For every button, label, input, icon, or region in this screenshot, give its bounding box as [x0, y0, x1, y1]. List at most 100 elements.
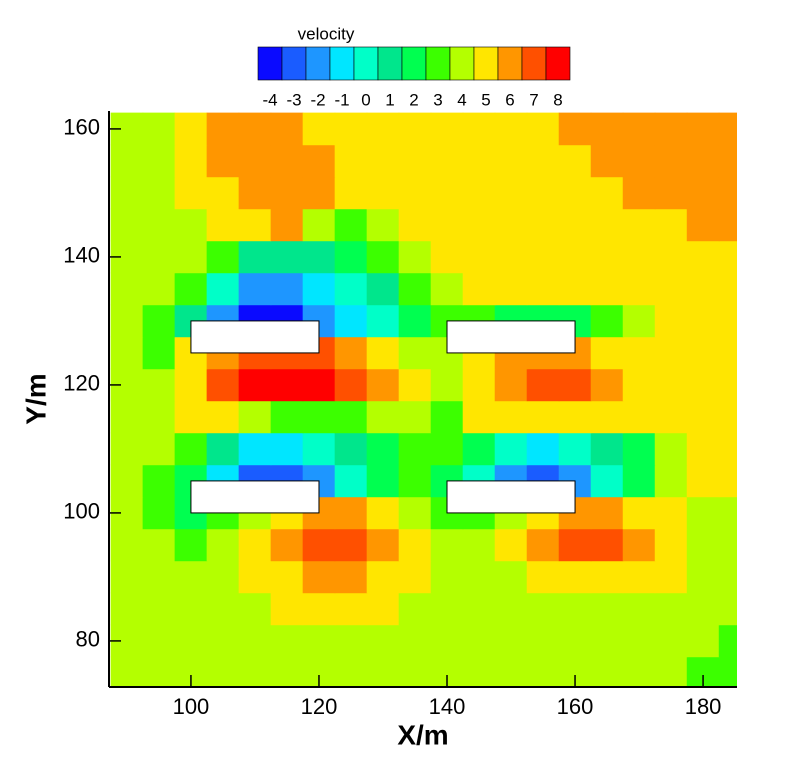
contour-cell — [142, 592, 176, 626]
colorbar-swatch — [425, 46, 451, 81]
contour-cell — [590, 592, 624, 626]
contour-cell — [494, 560, 528, 594]
contour-cell — [590, 400, 624, 434]
contour-cell — [398, 368, 432, 402]
obstacle — [446, 320, 576, 354]
colorbar-swatch — [353, 46, 379, 81]
x-tick-label: 140 — [429, 694, 466, 719]
contour-cell — [686, 400, 720, 434]
contour-cell — [366, 368, 400, 402]
contour-cell — [558, 272, 592, 306]
contour-cell — [270, 368, 304, 402]
x-axis-title: X/m — [397, 719, 448, 750]
contour-cell — [430, 208, 464, 242]
contour-cell — [718, 144, 737, 178]
contour-cell — [334, 112, 368, 146]
contour-cell — [526, 144, 560, 178]
contour-cell — [302, 400, 336, 434]
contour-cell — [110, 560, 144, 594]
contour-cell — [494, 368, 528, 402]
contour-cell — [686, 368, 720, 402]
contour-cell — [206, 592, 240, 626]
contour-cell — [238, 368, 272, 402]
contour-cell — [558, 624, 592, 658]
colorbar-swatch — [449, 46, 475, 81]
contour-cell — [718, 368, 737, 402]
contour-cell — [462, 272, 496, 306]
contour-cell — [558, 560, 592, 594]
contour-cell — [174, 368, 208, 402]
colorbar-swatch — [329, 46, 355, 81]
obstacle — [190, 480, 320, 514]
contour-cell — [558, 240, 592, 274]
contour-cell — [270, 624, 304, 658]
contour-cell — [366, 464, 400, 498]
contour-cell — [430, 560, 464, 594]
contour-cell — [142, 272, 176, 306]
colorbar-label: -1 — [334, 90, 349, 109]
contour-cell — [334, 592, 368, 626]
contour-cell — [526, 592, 560, 626]
contour-cell — [302, 208, 336, 242]
contour-cell — [398, 528, 432, 562]
contour-cell — [366, 272, 400, 306]
contour-cell — [366, 240, 400, 274]
contour-cell — [462, 368, 496, 402]
contour-cell — [462, 528, 496, 562]
contour-cell — [494, 656, 528, 687]
contour-cell — [558, 432, 592, 466]
contour-cell — [302, 432, 336, 466]
contour-cell — [110, 208, 144, 242]
contour-cell — [334, 368, 368, 402]
contour-cell — [526, 112, 560, 146]
contour-cell — [622, 304, 656, 338]
contour-cell — [238, 528, 272, 562]
contour-cell — [686, 464, 720, 498]
colorbar-swatch — [377, 46, 403, 81]
contour-cell — [590, 208, 624, 242]
colorbar-label: 0 — [361, 90, 370, 109]
contour-cell — [142, 624, 176, 658]
obstacle — [190, 320, 320, 354]
contour-cell — [686, 208, 720, 242]
contour-cell — [398, 496, 432, 530]
contour-cell — [686, 432, 720, 466]
contour-cell — [238, 112, 272, 146]
contour-cell — [430, 432, 464, 466]
contour-cell — [686, 592, 720, 626]
contour-cell — [366, 176, 400, 210]
contour-cell — [238, 624, 272, 658]
contour-cell — [398, 624, 432, 658]
contour-cell — [654, 368, 688, 402]
contour-cell — [718, 272, 737, 306]
contour-cell — [302, 176, 336, 210]
contour-cell — [366, 624, 400, 658]
contour-cell — [558, 176, 592, 210]
contour-cell — [622, 272, 656, 306]
obstacle — [446, 480, 576, 514]
contour-cell — [462, 112, 496, 146]
contour-cell — [142, 336, 176, 370]
contour-cell — [302, 144, 336, 178]
contour-cell — [238, 176, 272, 210]
contour-cell — [686, 240, 720, 274]
contour-cell — [526, 560, 560, 594]
contour-cell — [334, 624, 368, 658]
contour-cell — [206, 240, 240, 274]
contour-cell — [654, 144, 688, 178]
contour-cell — [718, 240, 737, 274]
contour-cell — [238, 560, 272, 594]
contour-cell — [686, 272, 720, 306]
y-tick-label: 160 — [63, 115, 100, 140]
contour-cell — [110, 464, 144, 498]
contour-cell — [494, 432, 528, 466]
contour-cell — [590, 336, 624, 370]
contour-cell — [462, 240, 496, 274]
contour-cell — [590, 368, 624, 402]
contour-cell — [430, 176, 464, 210]
y-tick-label: 140 — [63, 243, 100, 268]
contour-cell — [174, 400, 208, 434]
contour-cell — [526, 272, 560, 306]
contour-cell — [142, 400, 176, 434]
contour-cell — [686, 112, 720, 146]
